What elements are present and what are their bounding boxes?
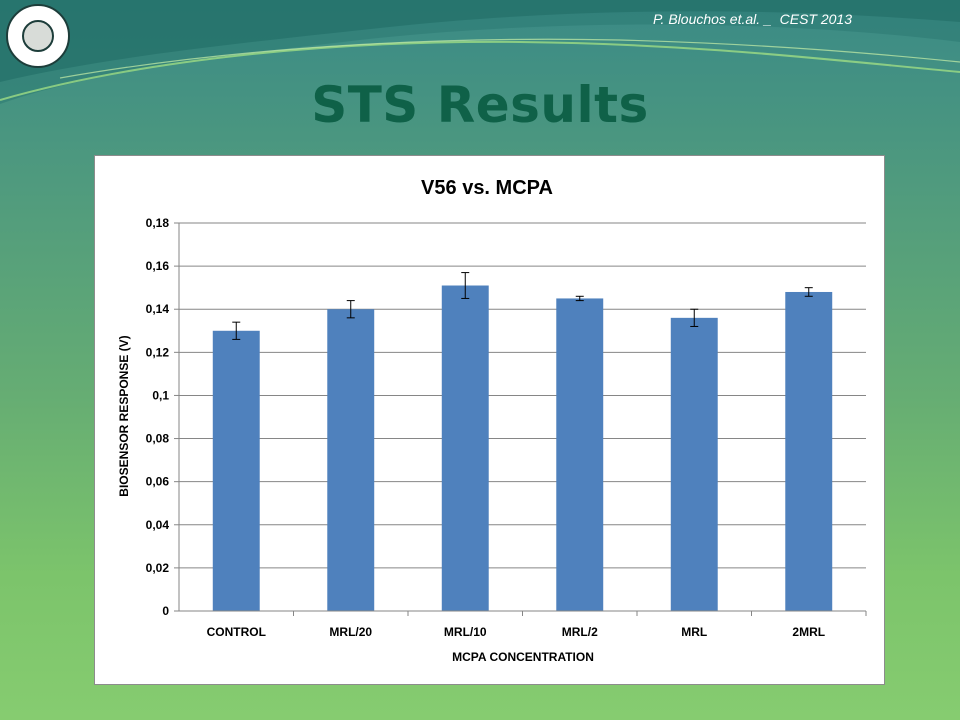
bar-chart: V56 vs. MCPA BIOSENSOR RESPONSE (V) MCPA… xyxy=(117,177,867,664)
slide-title: STS Results xyxy=(311,76,649,134)
y-tick-label: 0,12 xyxy=(146,345,170,359)
seal-portrait-icon xyxy=(22,20,54,52)
y-tick-label: 0,14 xyxy=(146,302,170,316)
y-tick-label: 0,06 xyxy=(146,475,170,489)
author-credit: P. Blouchos et.al. _ CEST 2013 xyxy=(653,11,852,27)
x-tick-label: MRL/10 xyxy=(444,625,487,639)
x-tick-label: MRL xyxy=(681,625,707,639)
x-tick-label: MRL/20 xyxy=(329,625,372,639)
header-swoosh xyxy=(0,0,960,104)
x-axis-label: MCPA CONCENTRATION xyxy=(452,650,594,664)
y-tick-label: 0,08 xyxy=(146,432,170,446)
y-tick-label: 0,1 xyxy=(152,388,169,402)
y-tick-label: 0,02 xyxy=(146,561,170,575)
y-tick-label: 0 xyxy=(162,604,169,618)
chart-title: V56 vs. MCPA xyxy=(421,177,553,199)
bar xyxy=(327,309,375,611)
y-tick-label: 0,04 xyxy=(146,518,170,532)
x-tick-label: CONTROL xyxy=(207,625,266,639)
bar xyxy=(441,285,489,611)
x-tick-label: 2MRL xyxy=(792,625,825,639)
chart-panel: V56 vs. MCPA BIOSENSOR RESPONSE (V) MCPA… xyxy=(94,155,885,685)
bar xyxy=(212,330,260,611)
x-tick-label: MRL/2 xyxy=(562,625,598,639)
university-seal-icon xyxy=(6,4,70,68)
bar xyxy=(670,317,718,611)
y-axis-label: BIOSENSOR RESPONSE (V) xyxy=(117,335,131,496)
y-tick-label: 0,16 xyxy=(146,259,170,273)
bar xyxy=(785,291,833,611)
bar xyxy=(556,298,604,611)
y-tick-label: 0,18 xyxy=(146,216,170,230)
